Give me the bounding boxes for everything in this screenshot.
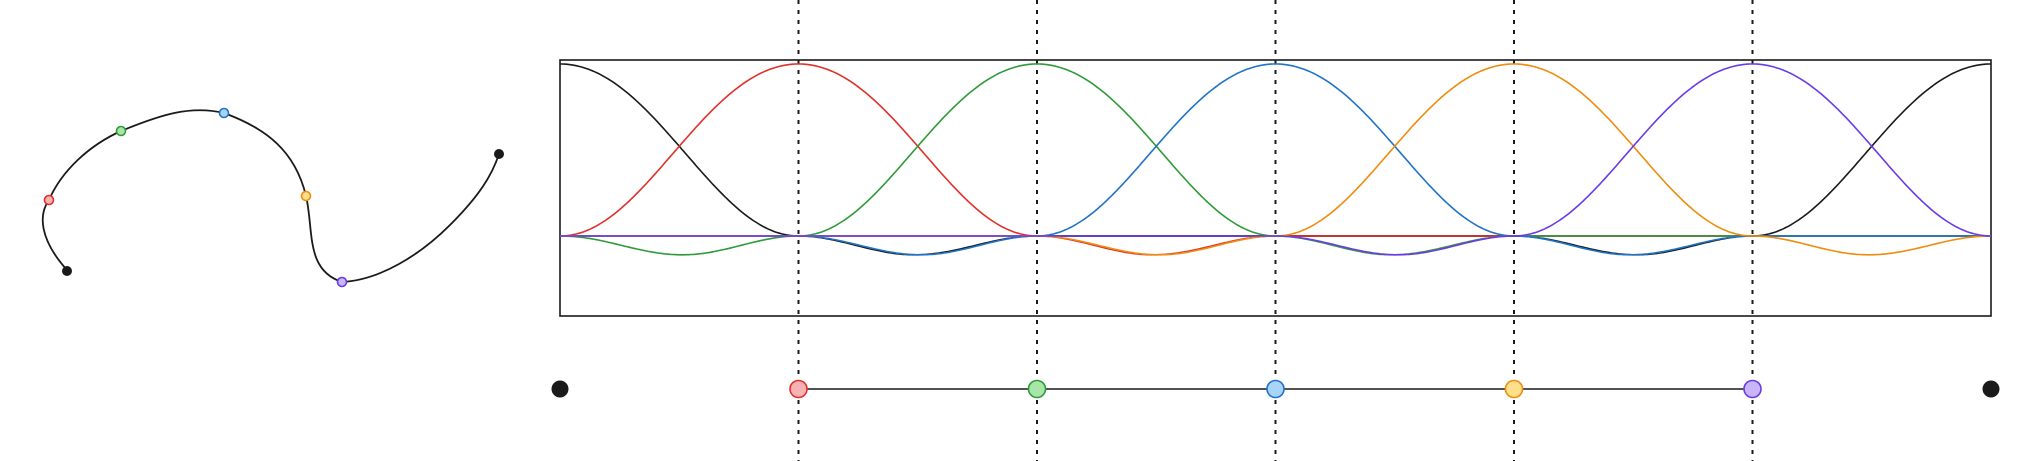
plot-frame [559, 59, 1992, 317]
slider-handle-purple[interactable] [1743, 379, 1762, 399]
knot-slider [551, 379, 2000, 399]
curve-point-green[interactable] [115, 125, 127, 137]
curve-panel [41, 107, 504, 288]
slider-handle-green[interactable] [1027, 379, 1047, 399]
curve-end-point[interactable] [494, 149, 504, 159]
spline-curve [41, 109, 500, 283]
knot-guides [797, 0, 1754, 461]
slider-handle-red[interactable] [789, 379, 808, 399]
curve-point-orange[interactable] [300, 190, 312, 202]
basis-curve-purple [560, 63, 1991, 256]
curve-point-red[interactable] [43, 194, 55, 206]
slider-handle-blue[interactable] [1266, 379, 1285, 399]
slider-end-handle[interactable] [1982, 380, 2000, 398]
slider-handle-orange[interactable] [1504, 379, 1524, 399]
basis-function-plot [559, 59, 1992, 317]
curve-point-purple[interactable] [336, 276, 348, 288]
curve-start-point[interactable] [62, 266, 72, 276]
curve-point-blue[interactable] [218, 107, 230, 119]
slider-start-handle[interactable] [551, 380, 569, 398]
basis-curves [560, 63, 1991, 256]
